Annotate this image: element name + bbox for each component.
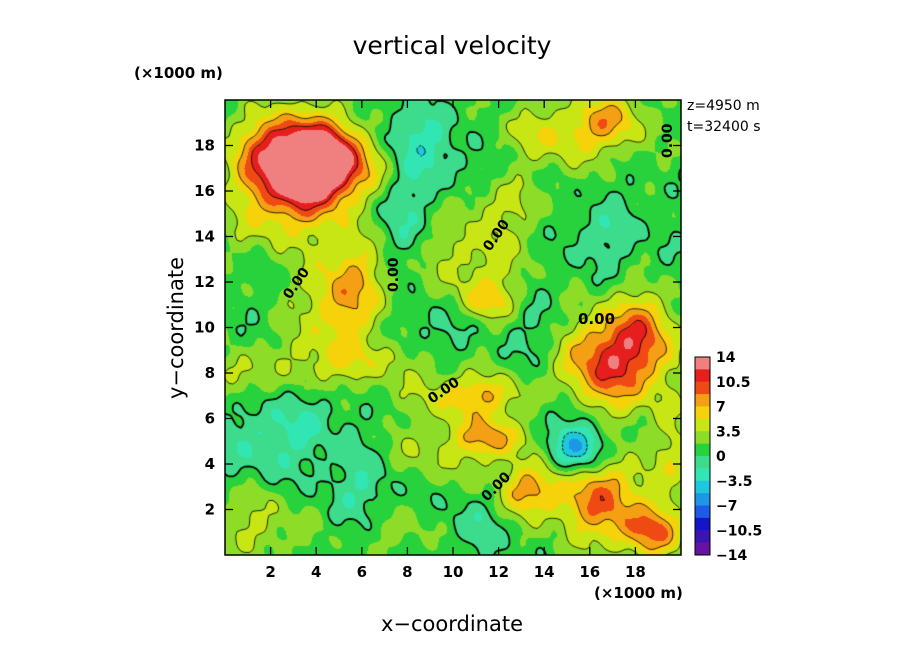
colorbar-swatch xyxy=(695,431,710,445)
info-level: z=4950 m xyxy=(687,98,760,114)
colorbar-swatch xyxy=(695,381,710,395)
chart-title: vertical velocity xyxy=(353,31,552,60)
x-tick-label: 8 xyxy=(402,563,412,581)
y-tick-label: 16 xyxy=(194,182,215,200)
colorbar-label: −3.5 xyxy=(716,474,753,490)
colorbar-label: −14 xyxy=(716,548,747,564)
y-tick-label: 2 xyxy=(205,501,215,519)
y-tick-label: 12 xyxy=(194,273,215,291)
colorbar-label: −7 xyxy=(716,499,737,515)
colorbar: 14 10.5 7 3.5 0 −3.5 −7 −10.5 −14 xyxy=(694,350,762,564)
colorbar-swatch xyxy=(695,394,710,407)
x-tick-label: 6 xyxy=(357,563,367,581)
colorbar-swatch xyxy=(695,443,710,457)
colorbar-swatch xyxy=(695,542,710,556)
contour-label: 0.00 xyxy=(386,257,402,292)
y-tick-label: 10 xyxy=(194,319,215,337)
info-time: t=32400 s xyxy=(687,119,761,135)
y-tick-label: 4 xyxy=(205,455,215,473)
contour-label: 0.00 xyxy=(578,310,615,328)
colorbar-swatch xyxy=(695,468,710,482)
x-tick-label: 16 xyxy=(579,563,600,581)
plot-area xyxy=(224,99,682,556)
colorbar-swatch xyxy=(695,517,710,531)
colorbar-label: −10.5 xyxy=(716,523,762,539)
colorbar-swatch xyxy=(695,456,710,469)
x-tick-label: 4 xyxy=(311,563,321,581)
y-tick-label: 8 xyxy=(205,364,215,382)
x-unit-label: (×1000 m) xyxy=(594,584,683,602)
x-tick-label: 18 xyxy=(625,563,646,581)
colorbar-label: 3.5 xyxy=(716,424,741,440)
y-axis: 2 4 6 8 10 12 14 16 18 xyxy=(194,137,681,519)
colorbar-swatch xyxy=(695,406,710,420)
colorbar-swatch xyxy=(695,369,710,383)
colorbar-label: 10.5 xyxy=(716,375,751,391)
colorbar-swatch xyxy=(695,505,710,519)
x-tick-label: 14 xyxy=(534,563,555,581)
colorbar-swatch xyxy=(695,530,710,544)
x-axis-label: x−coordinate xyxy=(381,612,523,636)
y-unit-label: (×1000 m) xyxy=(134,64,223,82)
contour-label: 0.00 xyxy=(660,123,676,158)
x-axis: 2 4 6 8 10 12 14 16 18 xyxy=(265,100,646,581)
colorbar-swatch xyxy=(695,480,710,494)
colorbar-label: 0 xyxy=(716,449,726,465)
colorbar-swatch xyxy=(695,357,710,370)
colorbar-frame xyxy=(694,356,711,556)
colorbar-label: 7 xyxy=(716,400,726,416)
x-tick-label: 10 xyxy=(443,563,464,581)
x-tick-label: 12 xyxy=(488,563,509,581)
velocity-field xyxy=(225,100,681,555)
y-axis-label: y−coordinate xyxy=(164,257,188,399)
colorbar-swatch xyxy=(695,493,710,506)
colorbar-swatch xyxy=(695,418,710,432)
y-tick-label: 6 xyxy=(205,410,215,428)
colorbar-label: 14 xyxy=(716,350,736,366)
y-tick-label: 14 xyxy=(194,228,215,246)
x-tick-label: 2 xyxy=(265,563,275,581)
y-tick-label: 18 xyxy=(194,137,215,155)
